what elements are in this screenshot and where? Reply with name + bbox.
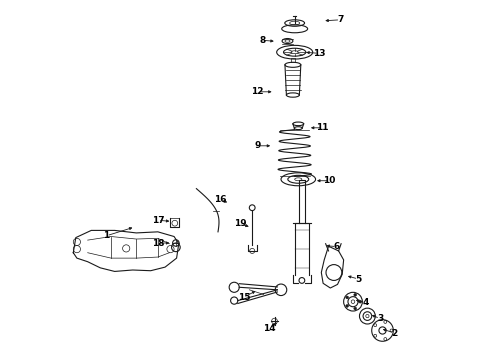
- Text: 7: 7: [337, 15, 343, 24]
- Text: 6: 6: [334, 242, 340, 251]
- Circle shape: [354, 293, 357, 296]
- Text: 3: 3: [377, 314, 383, 323]
- Text: 17: 17: [151, 216, 164, 225]
- Circle shape: [346, 305, 348, 307]
- Text: 1: 1: [103, 231, 110, 240]
- Text: 13: 13: [313, 49, 325, 58]
- Text: 16: 16: [214, 195, 227, 204]
- Text: 11: 11: [316, 123, 329, 132]
- Text: 14: 14: [263, 324, 276, 333]
- Text: 2: 2: [392, 328, 397, 338]
- Text: 19: 19: [234, 219, 247, 228]
- Text: 4: 4: [363, 298, 369, 307]
- Text: 9: 9: [254, 141, 261, 150]
- Text: 15: 15: [238, 292, 250, 302]
- Circle shape: [354, 307, 357, 310]
- Text: 18: 18: [151, 238, 164, 248]
- Text: 8: 8: [259, 36, 266, 45]
- Text: 12: 12: [251, 87, 264, 96]
- Text: 10: 10: [323, 176, 336, 185]
- Circle shape: [346, 296, 348, 299]
- Circle shape: [359, 300, 362, 303]
- Text: 5: 5: [355, 274, 362, 284]
